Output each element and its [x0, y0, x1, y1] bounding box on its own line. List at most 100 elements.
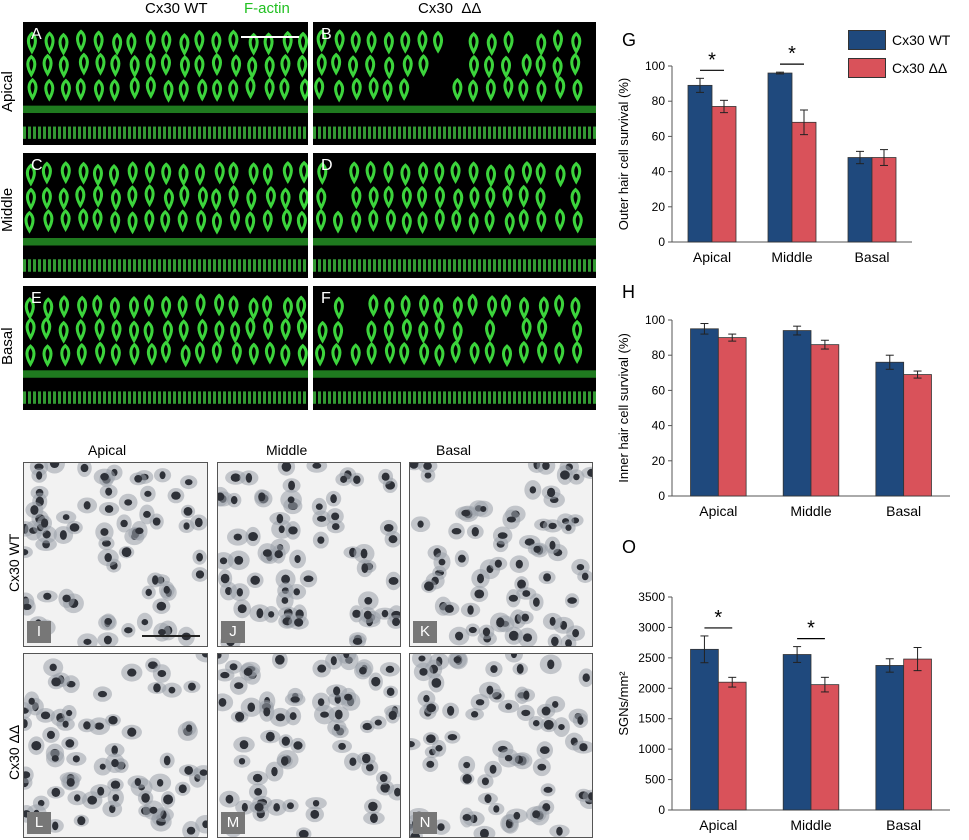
- panel-label-d: D: [321, 157, 333, 174]
- panel-label-m: M: [221, 812, 245, 834]
- y-tick-label: 60: [652, 129, 666, 143]
- y-axis-label: SGNs/mm²: [616, 671, 631, 736]
- fluor-header-stain: F-actin: [244, 0, 290, 17]
- bar: [903, 374, 932, 497]
- y-tick-label: 2000: [638, 681, 665, 695]
- chart-o: O SGNs/mm² 0 500 1000 1500 2000 2500 3000 3500 Api…: [616, 537, 950, 833]
- fluor-panel-f: F: [313, 286, 596, 410]
- y-tick-label: 0: [658, 489, 665, 503]
- x-tick-label: Apical: [693, 249, 731, 265]
- y-tick-label: 0: [658, 803, 665, 817]
- bar: [717, 681, 747, 811]
- y-tick-label: 20: [652, 454, 666, 468]
- legend-ko-label: Cx30 ΔΔ: [892, 60, 948, 76]
- x-tick-label: Basal: [854, 249, 889, 265]
- panel-label-c: C: [31, 157, 43, 174]
- y-tick-label: 1500: [638, 712, 665, 726]
- x-tick-label: Basal: [886, 503, 921, 519]
- bar: [767, 72, 793, 243]
- bar: [791, 121, 817, 243]
- panel-label-a: A: [31, 26, 42, 43]
- chart-panel-label: O: [622, 537, 636, 557]
- fluor-header-ko: Cx30 ΔΔ: [418, 0, 482, 17]
- y-tick-label: 1000: [638, 742, 665, 756]
- chart-g: G Outer hair cell survival (%) 0 20 40 60 80 10…: [616, 30, 912, 265]
- significance-star: *: [788, 43, 796, 65]
- bar: [690, 648, 719, 811]
- histo-header-apical: Apical: [88, 442, 127, 458]
- bar: [847, 157, 873, 243]
- y-tick-label: 40: [652, 165, 666, 179]
- fluor-panel-d: D: [313, 153, 596, 278]
- bar: [782, 330, 812, 497]
- fluor-panel-c: C: [23, 153, 308, 278]
- y-tick-label: 80: [652, 94, 666, 108]
- chart-panel-label: G: [622, 30, 636, 50]
- x-tick-label: Middle: [790, 503, 831, 519]
- panel-label-k: K: [413, 621, 437, 643]
- panel-label-b: B: [321, 26, 332, 43]
- y-tick-label: 3000: [638, 620, 665, 634]
- significance-star: *: [708, 49, 716, 71]
- y-tick-label: 2500: [638, 651, 665, 665]
- y-tick-label: 80: [652, 348, 666, 362]
- panel-label-n: N: [413, 812, 437, 834]
- bar: [875, 665, 905, 811]
- legend-wt-label: Cx30 WT: [892, 32, 951, 48]
- panel-label-j: J: [221, 621, 245, 643]
- legend-wt: Cx30 WT: [848, 30, 950, 50]
- y-tick-label: 100: [645, 313, 665, 327]
- fluor-panel-e: E: [23, 286, 308, 410]
- x-tick-label: Middle: [771, 249, 812, 265]
- row-label-apical: Apical: [0, 71, 16, 112]
- chart-panel-label: H: [622, 282, 635, 302]
- histo-panel-l: L: [23, 653, 208, 838]
- y-tick-label: 0: [658, 235, 665, 249]
- scale-bar: [241, 36, 299, 38]
- significance-star: *: [807, 618, 815, 640]
- panel-label-i: I: [27, 621, 51, 643]
- histo-panel-k: K: [409, 462, 593, 647]
- bar: [711, 106, 737, 243]
- histo-panel-i: I: [23, 462, 208, 647]
- bar: [810, 344, 840, 497]
- bar: [903, 658, 932, 811]
- bar: [690, 328, 719, 497]
- histo-header-middle: Middle: [266, 442, 308, 458]
- chart-h: H Inner hair cell survival (%) 0 20 40 60 80 10…: [616, 282, 950, 519]
- histo-panel-n: N: [409, 653, 593, 838]
- y-tick-label: 60: [652, 383, 666, 397]
- significance-star: *: [714, 607, 722, 629]
- fluor-panel-a: A: [23, 22, 308, 145]
- y-tick-label: 500: [645, 773, 665, 787]
- histo-row-label-wt: Cx30 WT: [6, 533, 22, 592]
- y-axis-label: Outer hair cell survival (%): [616, 78, 631, 230]
- bar: [782, 654, 812, 811]
- fluor-panel-b: B: [313, 22, 596, 145]
- panel-label-l: L: [27, 812, 51, 834]
- y-tick-label: 3500: [638, 590, 665, 604]
- y-tick-label: 40: [652, 419, 666, 433]
- scale-bar: [142, 635, 200, 637]
- x-tick-label: Apical: [699, 503, 737, 519]
- legend-wt-swatch: [848, 30, 886, 50]
- x-tick-label: Basal: [886, 817, 921, 833]
- row-label-middle: Middle: [0, 187, 16, 232]
- bar: [810, 684, 840, 811]
- bar: [875, 361, 905, 497]
- legend-ko-swatch: [848, 58, 886, 78]
- legend-ko: Cx30 ΔΔ: [848, 58, 947, 78]
- bar: [687, 84, 713, 243]
- y-tick-label: 100: [645, 59, 665, 73]
- panel-label-f: F: [321, 290, 331, 307]
- y-axis-label: Inner hair cell survival (%): [616, 333, 631, 483]
- y-tick-label: 20: [652, 200, 666, 214]
- panel-label-e: E: [31, 290, 42, 307]
- histo-header-basal: Basal: [436, 442, 472, 458]
- fluor-header-wt: Cx30 WT: [145, 0, 208, 17]
- histo-row-label-ko: Cx30 ΔΔ: [6, 724, 22, 780]
- x-tick-label: Apical: [699, 817, 737, 833]
- bar: [871, 157, 897, 243]
- row-label-basal: Basal: [0, 327, 16, 365]
- x-tick-label: Middle: [790, 817, 831, 833]
